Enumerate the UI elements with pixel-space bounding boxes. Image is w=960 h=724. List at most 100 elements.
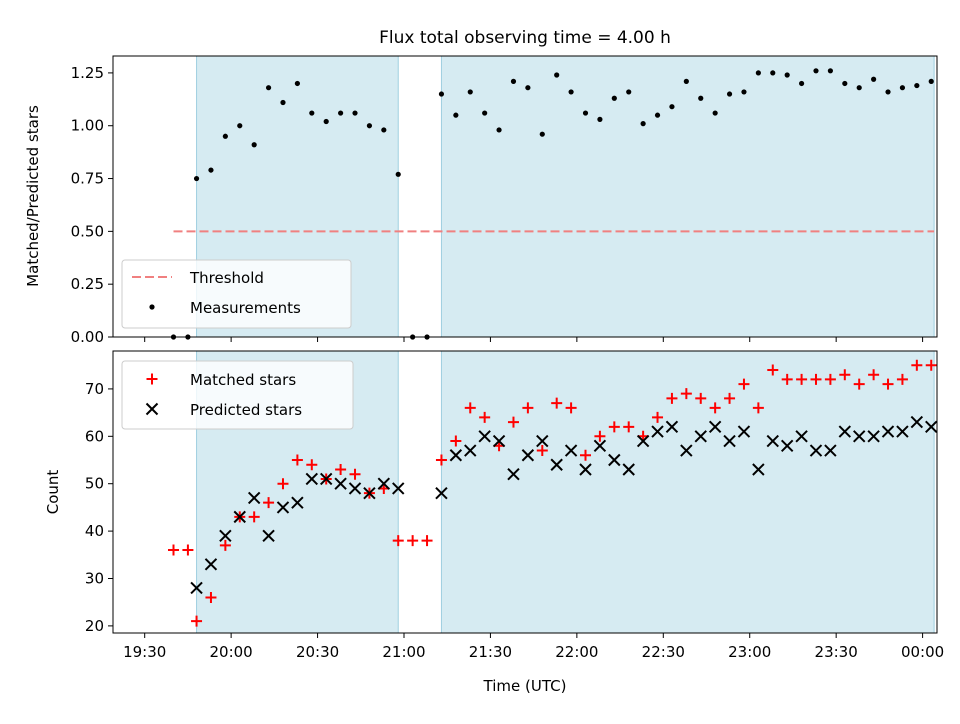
matched-star-point [182, 544, 194, 556]
measurement-point [770, 70, 776, 76]
measurement-point [669, 104, 675, 110]
top-legend-box [121, 259, 352, 329]
matched-star-point [191, 615, 203, 627]
matched-stars-points [168, 359, 937, 627]
x-tick-label: 22:00 [555, 643, 598, 661]
matched-star-point [277, 478, 289, 490]
measurement-point [597, 116, 603, 122]
predicted-star-point [752, 463, 765, 476]
top-measurement-points [170, 68, 934, 340]
matched-star-point [709, 402, 721, 414]
bottom-legend: Matched stars Predicted stars [121, 360, 354, 430]
y-tick-label: 70 [85, 380, 104, 398]
y-tick-label: 1.00 [71, 117, 104, 135]
predicted-star-point [694, 430, 707, 443]
measurement-point [712, 110, 718, 116]
matched-star-point [925, 359, 937, 371]
measurement-point [698, 95, 704, 101]
measurement-point [352, 110, 358, 116]
predicted-star-point [680, 444, 693, 457]
legend-matched-swatch [146, 373, 158, 385]
matched-star-point [335, 463, 347, 475]
chart-title: Flux total observing time = 4.00 h [379, 28, 671, 48]
measurement-point [294, 80, 300, 87]
measurement-point [280, 99, 286, 106]
measurement-point [539, 131, 545, 137]
matched-star-point [291, 454, 303, 466]
predicted-star-point [276, 501, 290, 514]
measurement-point [467, 89, 473, 95]
predicted-star-point [824, 444, 837, 457]
matched-star-point [896, 373, 908, 385]
y-tick-label: 0.00 [71, 328, 104, 346]
matched-star-point [551, 397, 563, 409]
matched-star-point [392, 535, 404, 547]
predicted-star-point [363, 486, 376, 500]
predicted-star-point [204, 558, 218, 571]
matched-star-point [652, 411, 664, 423]
y-tick-label: 50 [85, 475, 104, 493]
predicted-star-point [579, 463, 592, 476]
legend-matched-marker [146, 373, 158, 385]
predicted-star-point [449, 449, 463, 462]
matched-star-point [435, 454, 447, 466]
measurement-point [798, 80, 805, 87]
predicted-star-point [392, 482, 405, 495]
measurement-point [309, 110, 315, 116]
matched-star-point [868, 369, 880, 381]
predicted-star-point [867, 430, 880, 443]
predicted-star-point [334, 477, 347, 490]
matched-star-point [767, 364, 779, 376]
matched-star-point [580, 449, 592, 461]
measurement-point [626, 89, 632, 95]
predicted-star-point [766, 434, 779, 448]
matched-star-point [839, 369, 851, 381]
matched-star-point [666, 392, 678, 404]
bottom-legend-box [121, 360, 354, 430]
predicted-star-point [190, 581, 203, 595]
predicted-stars-points [190, 415, 938, 595]
bottom-y-axis-label: Count [44, 470, 62, 515]
measurement-point [496, 127, 502, 133]
predicted-star-point [507, 468, 520, 481]
predicted-star-point [723, 434, 736, 448]
predicted-star-point [262, 529, 275, 543]
predicted-star-point [896, 425, 909, 438]
x-axis-label: Time (UTC) [483, 677, 567, 695]
measurement-point [856, 85, 862, 91]
x-tick-label: 23:30 [815, 643, 858, 661]
x-tick-label: 20:00 [210, 643, 253, 661]
matched-star-point [608, 421, 620, 433]
measurement-point [208, 167, 214, 173]
measurement-point [237, 123, 243, 129]
y-tick-label: 0.50 [71, 222, 104, 240]
measurement-point [827, 68, 833, 74]
measurement-point [193, 175, 200, 182]
predicted-star-point [737, 425, 751, 438]
legend-measurements-label: Measurements [190, 299, 301, 317]
bottom-panel: 20 30 40 50 60 70 19:30 20:00 20:30 21:00 21:30 22… [44, 337, 944, 695]
measurement-point [366, 123, 373, 129]
x-ticks: 19:30 20:00 20:30 21:00 21:30 22:00 22:30 23:00… [123, 337, 944, 661]
predicted-star-point [550, 458, 563, 471]
measurement-point [582, 110, 589, 116]
predicted-star-point [809, 444, 823, 457]
measurement-point [338, 110, 344, 116]
predicted-star-point [881, 425, 895, 438]
matched-star-point [752, 402, 764, 414]
measurement-point [726, 91, 733, 97]
matched-star-point [479, 411, 491, 423]
measurement-point [611, 95, 617, 101]
legend-measurements-swatch [149, 304, 155, 310]
matched-star-point [168, 544, 180, 556]
predicted-star-point [853, 430, 866, 443]
top-y-axis-label: Matched/Predicted stars [24, 105, 42, 287]
matched-star-point [349, 468, 361, 480]
measurement-point [914, 82, 920, 89]
x-tick-label: 22:30 [642, 643, 685, 661]
predicted-star-point [622, 463, 635, 476]
measurement-point [871, 76, 877, 82]
matched-star-point [911, 359, 923, 371]
predicted-star-point [348, 482, 362, 495]
